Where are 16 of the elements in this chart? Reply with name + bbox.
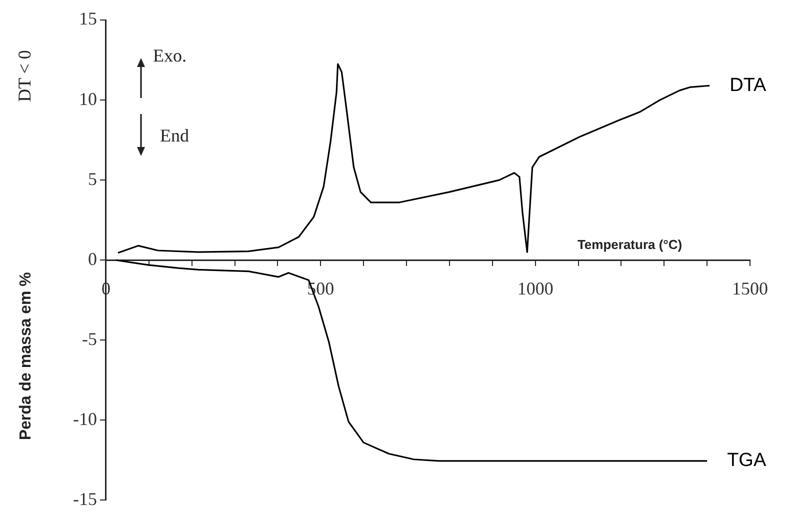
y-tick-label: 15 [78, 8, 97, 29]
y-tick-label: 5 [88, 168, 97, 189]
annotation: Exo. [153, 46, 186, 66]
x-tick-label: 1500 [732, 278, 768, 299]
y-tick-label: -10 [72, 408, 97, 429]
y-tick-label: 0 [88, 248, 97, 269]
annotation: End [160, 126, 189, 146]
x-axis-title: Temperatura (°C) [577, 237, 682, 252]
y-tick-label: 10 [78, 88, 97, 109]
x-tick-label: 1000 [517, 278, 554, 299]
y-tick-label: -5 [82, 328, 97, 349]
y-axis-title: Perda de massa em % [17, 272, 34, 440]
y-tick-label: -15 [72, 488, 97, 509]
series-label: TGA [727, 450, 766, 472]
text: DT < 0 [14, 50, 35, 102]
series-label: DTA [730, 74, 767, 96]
